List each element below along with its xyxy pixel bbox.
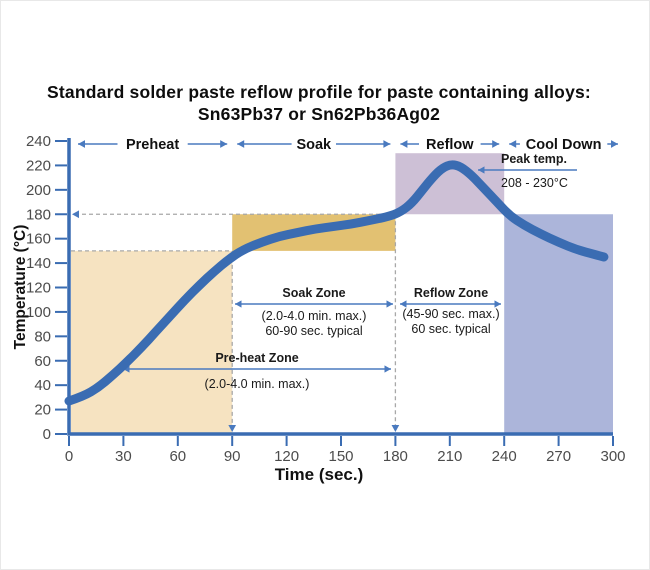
y-tick-label-80: 80 [34, 328, 51, 345]
annotation-line-peak-temp-1: 208 - 230°C [501, 176, 568, 190]
y-tick-label-140: 140 [26, 255, 51, 272]
annotation-line-soak-zone-1: (2.0-4.0 min. max.) [262, 309, 367, 323]
y-tick-label-160: 160 [26, 231, 51, 248]
y-tick-label-240: 240 [26, 133, 51, 150]
x-tick-label-180: 180 [383, 448, 408, 465]
x-tick-label-300: 300 [600, 448, 625, 465]
chart-title-line1: Standard solder paste reflow profile for… [47, 82, 591, 102]
annotation-arrow-right-reflow-zone-icon [494, 300, 501, 308]
y-tick-label-200: 200 [26, 182, 51, 199]
chart-generated-layer: 0 20 40 60 80 100 120 140 160 180 200 220 240 0 30 60 90… [26, 133, 626, 465]
annotation-arrow-left-peak-temp-icon [478, 166, 485, 174]
annotation-line-soak-zone-2: 60-90 sec. typical [265, 324, 362, 338]
axes-lines [67, 138, 613, 436]
zone-header-arrow-right-reflow-icon [492, 140, 500, 148]
zone-header-arrow-right-preheat-icon [220, 140, 228, 148]
zone-header-arrow-left-soak-icon [237, 140, 245, 148]
guide-arrow-90s-icon [228, 425, 237, 432]
annotation-line-reflow-zone-2: 60 sec. typical [411, 322, 490, 336]
zone-header-label-bg-soak [291, 135, 336, 152]
zone-header-label-cooldown: Cool Down [526, 137, 602, 153]
zone-header-arrow-right-soak-icon [383, 140, 391, 148]
annotation-title-reflow-zone: Reflow Zone [414, 286, 488, 300]
annotation-title-preheat-zone: Pre-heat Zone [215, 351, 298, 365]
zone-header-label-bg-preheat [117, 135, 188, 152]
annotation-line-reflow-zone-1: (45-90 sec. max.) [402, 307, 499, 321]
zone-header-label-soak: Soak [296, 137, 332, 153]
y-tick-label-60: 60 [34, 353, 51, 370]
annotation-line-preheat-zone-1: (2.0-4.0 min. max.) [205, 377, 310, 391]
annotation-arrow-right-soak-zone-icon [386, 300, 393, 308]
zone-header-arrow-right-cooldown-icon [611, 140, 618, 148]
zone-header-arrow-left-reflow-icon [400, 140, 408, 148]
zone-header-arrow-left-cooldown-icon [509, 140, 517, 148]
x-tick-label-210: 210 [437, 448, 462, 465]
reflow-curve [64, 160, 609, 406]
y-tick-label-120: 120 [26, 280, 51, 297]
x-tick-label-240: 240 [492, 448, 517, 465]
y-tick-label-220: 220 [26, 157, 51, 174]
x-tick-label-120: 120 [274, 448, 299, 465]
zone-header-label-bg-cooldown [519, 135, 608, 152]
annotation-arrow-left-reflow-zone-icon [400, 300, 407, 308]
y-tick-label-40: 40 [34, 377, 51, 394]
guide-arrow-180c-icon [72, 210, 79, 219]
zone-header-arrow-left-preheat-icon [78, 140, 85, 148]
annotation-title-peak-temp: Peak temp. [501, 152, 567, 166]
guide-arrow-180s-icon [391, 425, 400, 432]
annotation-title-soak-zone: Soak Zone [282, 286, 345, 300]
x-tick-label-150: 150 [328, 448, 353, 465]
x-tick-label-0: 0 [65, 448, 73, 465]
x-tick-label-270: 270 [546, 448, 571, 465]
chart-title-line2: Sn63Pb37 or Sn62Pb36Ag02 [198, 104, 440, 124]
x-axis-title: Time (sec.) [275, 465, 364, 484]
y-axis-title: Temperature (°C) [12, 225, 29, 350]
y-tick-label-100: 100 [26, 304, 51, 321]
zone-header-label-preheat: Preheat [126, 137, 179, 153]
y-tick-label-0: 0 [43, 426, 51, 443]
zone-rect-cooldown [504, 214, 613, 434]
zone-header-label-bg-reflow [419, 135, 481, 152]
x-tick-label-30: 30 [115, 448, 132, 465]
annotation-arrow-right-preheat-zone-icon [384, 365, 391, 373]
annotation-arrow-left-soak-zone-icon [235, 300, 242, 308]
y-tick-label-180: 180 [26, 206, 51, 223]
x-tick-label-90: 90 [224, 448, 241, 465]
x-tick-label-60: 60 [169, 448, 186, 465]
zone-header-label-reflow: Reflow [426, 137, 474, 153]
y-tick-label-20: 20 [34, 402, 51, 419]
